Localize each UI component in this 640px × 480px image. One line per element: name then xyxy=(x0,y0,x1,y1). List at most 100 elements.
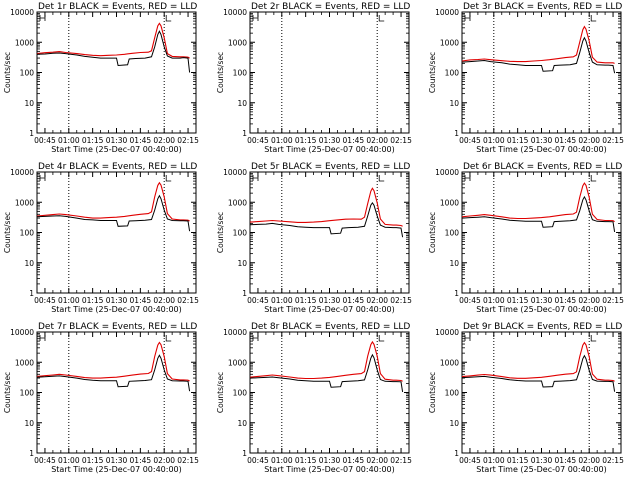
panel-det-4r: Det 4r BLACK = Events, RED = LLD Counts/s… xyxy=(3,162,199,314)
y-tick-label: 10 xyxy=(449,419,459,428)
bracket-marker xyxy=(39,335,46,341)
y-tick-label: 1000 xyxy=(440,358,459,367)
x-axis-label: Start Time (25-Dec-07 00:40:00) xyxy=(264,465,395,474)
series-events-line xyxy=(249,202,404,238)
x-axis-label: Start Time (25-Dec-07 00:40:00) xyxy=(476,465,607,474)
y-tick-label: 10000 xyxy=(10,328,34,337)
y-tick-label: 1000 xyxy=(228,198,247,207)
y-tick-label: 1000 xyxy=(15,38,34,47)
y-tick-label: 1000 xyxy=(440,38,459,47)
x-tick-label: 02:15 xyxy=(177,456,199,465)
x-tick-label: 02:00 xyxy=(366,296,388,305)
y-tick-label: 1 xyxy=(454,449,459,458)
panel-det-1r: Det 1r BLACK = Events, RED = LLD Counts/s… xyxy=(3,2,199,154)
x-tick-label: 00:45 xyxy=(247,456,269,465)
y-tick-label: 10 xyxy=(24,259,34,268)
bracket-marker xyxy=(165,15,172,22)
panel-det-3r: Det 3r BLACK = Events, RED = LLD Counts/s… xyxy=(428,2,624,154)
x-tick-label: 01:15 xyxy=(507,456,529,465)
x-tick-label: 02:15 xyxy=(390,136,412,145)
x-tick-label: 01:45 xyxy=(555,136,577,145)
x-tick-label: 01:00 xyxy=(483,456,505,465)
x-tick-label: 02:00 xyxy=(578,136,600,145)
series-lld-line xyxy=(461,25,615,64)
bracket-marker xyxy=(464,175,471,181)
x-tick-label: 02:00 xyxy=(153,456,175,465)
y-tick-label: 10000 xyxy=(435,328,459,337)
y-tick-label: 100 xyxy=(20,229,35,238)
y-tick-label: 1 xyxy=(454,129,459,138)
panel-det-2r: Det 2r BLACK = Events, RED = LLD Counts/s… xyxy=(216,2,412,154)
x-tick-label: 02:00 xyxy=(366,136,388,145)
x-tick-label: 02:15 xyxy=(390,296,412,305)
panel-title: Det 9r BLACK = Events, RED = LLD xyxy=(463,322,622,332)
x-tick-label: 00:45 xyxy=(34,136,56,145)
panel-title: Det 3r BLACK = Events, RED = LLD xyxy=(463,2,622,12)
x-tick-label: 01:45 xyxy=(343,296,365,305)
x-tick-label: 01:45 xyxy=(130,296,152,305)
x-tick-label: 01:00 xyxy=(271,456,293,465)
x-tick-label: 01:00 xyxy=(58,136,80,145)
x-tick-label: 02:00 xyxy=(153,136,175,145)
bracket-marker xyxy=(165,175,172,182)
y-tick-label: 1000 xyxy=(228,38,247,47)
x-tick-label: 02:15 xyxy=(602,136,624,145)
y-tick-label: 10 xyxy=(237,99,247,108)
panel-title: Det 4r BLACK = Events, RED = LLD xyxy=(38,162,197,172)
x-tick-label: 02:15 xyxy=(602,296,624,305)
x-tick-label: 01:45 xyxy=(555,296,577,305)
x-tick-label: 02:15 xyxy=(602,456,624,465)
panel-title: Det 7r BLACK = Events, RED = LLD xyxy=(38,322,197,332)
y-tick-label: 10000 xyxy=(435,8,459,17)
y-tick-label: 10 xyxy=(24,99,34,108)
x-tick-label: 00:45 xyxy=(34,296,56,305)
x-axis-label: Start Time (25-Dec-07 00:40:00) xyxy=(476,145,607,154)
panel-det-9r: Det 9r BLACK = Events, RED = LLD Counts/s… xyxy=(428,322,624,474)
x-tick-label: 02:00 xyxy=(578,456,600,465)
y-tick-label: 1 xyxy=(242,129,247,138)
x-tick-label: 01:00 xyxy=(271,136,293,145)
bracket-marker xyxy=(464,15,471,21)
x-tick-label: 00:45 xyxy=(459,456,481,465)
panel-det-7r: Det 7r BLACK = Events, RED = LLD Counts/s… xyxy=(3,322,199,474)
x-tick-label: 02:00 xyxy=(153,296,175,305)
y-tick-label: 1000 xyxy=(15,358,34,367)
x-tick-label: 01:15 xyxy=(295,456,317,465)
panel-title: Det 2r BLACK = Events, RED = LLD xyxy=(251,2,410,12)
y-tick-label: 1 xyxy=(242,449,247,458)
x-axis-label: Start Time (25-Dec-07 00:40:00) xyxy=(51,465,182,474)
x-tick-label: 01:30 xyxy=(319,136,341,145)
x-axis-label: Start Time (25-Dec-07 00:40:00) xyxy=(264,305,395,314)
x-tick-label: 01:45 xyxy=(130,456,152,465)
y-tick-label: 1000 xyxy=(228,358,247,367)
bracket-marker xyxy=(252,335,259,341)
y-tick-label: 100 xyxy=(20,389,35,398)
series-events-line xyxy=(36,194,191,232)
x-tick-label: 01:15 xyxy=(507,136,529,145)
bracket-marker xyxy=(39,175,46,181)
x-tick-label: 02:15 xyxy=(390,456,412,465)
x-tick-label: 01:30 xyxy=(106,456,128,465)
y-tick-label: 1000 xyxy=(15,198,34,207)
y-tick-label: 10000 xyxy=(223,168,247,177)
x-tick-label: 01:00 xyxy=(58,296,80,305)
series-events-line xyxy=(36,30,191,73)
bracket-marker xyxy=(165,335,172,342)
y-axis-label: Counts/sec xyxy=(216,212,225,253)
x-tick-label: 01:00 xyxy=(271,296,293,305)
x-axis-label: Start Time (25-Dec-07 00:40:00) xyxy=(51,145,182,154)
y-tick-label: 1 xyxy=(29,449,34,458)
x-axis-label: Start Time (25-Dec-07 00:40:00) xyxy=(264,145,395,154)
series-events-line xyxy=(249,353,404,392)
y-tick-label: 1 xyxy=(29,129,34,138)
x-tick-label: 01:30 xyxy=(531,136,553,145)
series-lld-line xyxy=(461,182,615,223)
y-tick-label: 10 xyxy=(237,419,247,428)
bracket-marker xyxy=(590,15,597,22)
series-events-line xyxy=(461,195,616,232)
y-tick-label: 100 xyxy=(445,229,460,238)
x-tick-label: 02:15 xyxy=(177,296,199,305)
y-tick-label: 10000 xyxy=(10,168,34,177)
y-axis-label: Counts/sec xyxy=(428,372,437,413)
